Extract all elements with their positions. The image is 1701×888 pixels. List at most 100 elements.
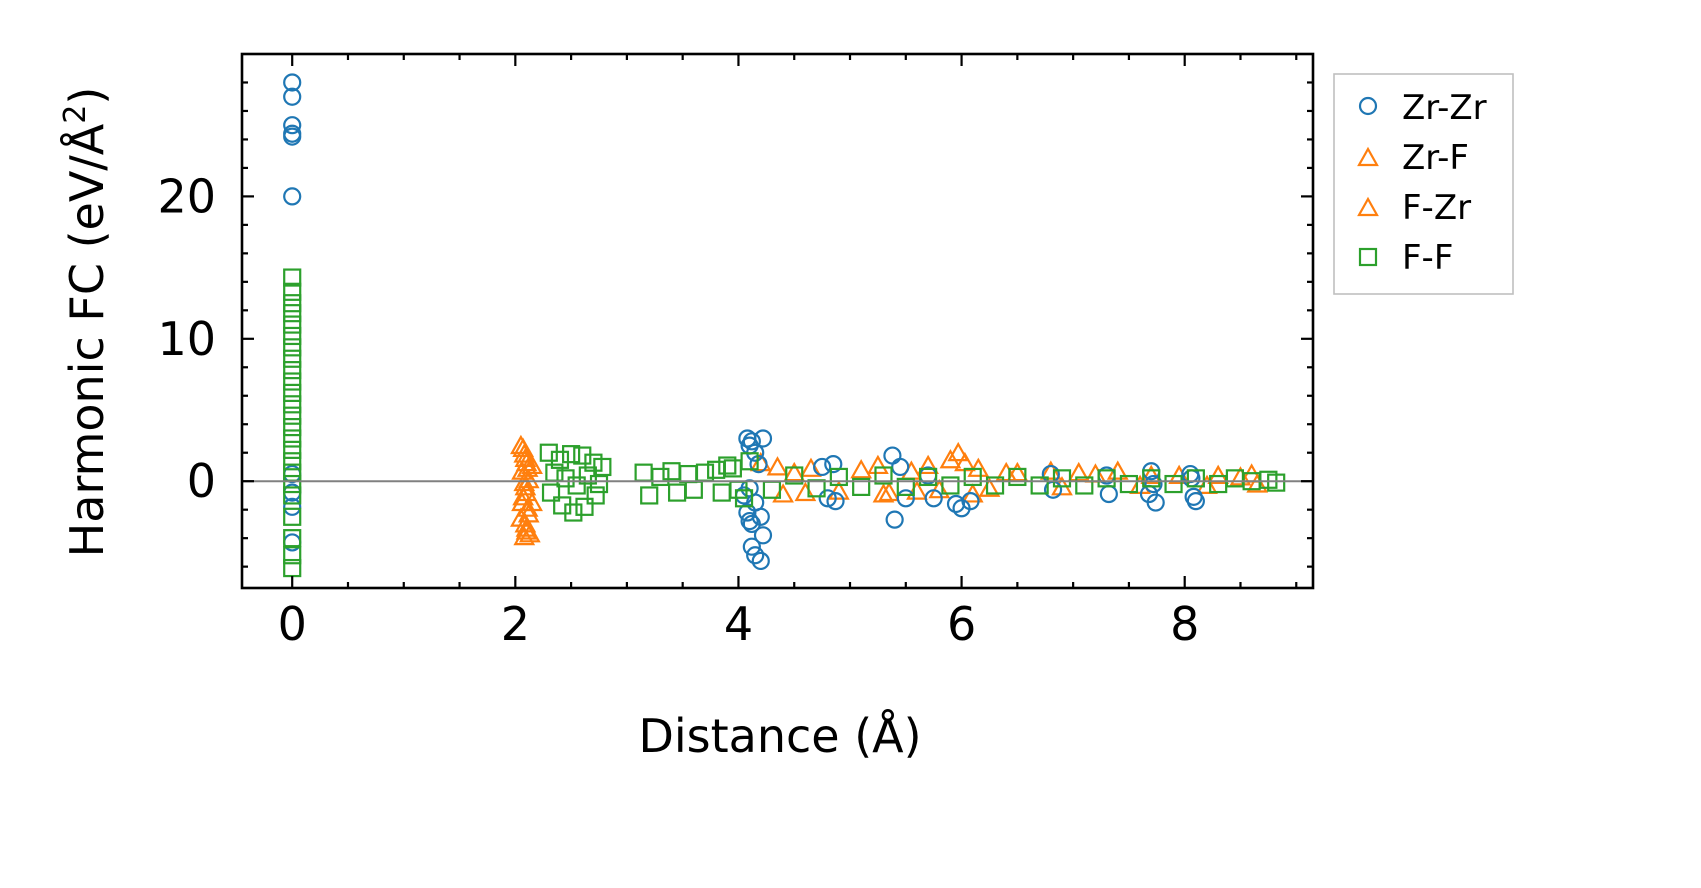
- data-point-square: [283, 486, 302, 505]
- data-point-square: [283, 417, 302, 437]
- data-point-square: [562, 445, 581, 464]
- legend-item-f-f: F-F: [1358, 238, 1453, 278]
- data-point-triangle: [772, 483, 794, 503]
- y-axis-label-close: ): [60, 87, 114, 105]
- data-point-square: [283, 429, 302, 448]
- data-point-square: [283, 406, 302, 425]
- data-point-square: [283, 395, 302, 414]
- data-point-square: [1008, 467, 1027, 487]
- data-point-square: [829, 467, 848, 487]
- data-point-square: [1075, 476, 1094, 495]
- data-point-square: [896, 477, 915, 496]
- data-point-circle: [751, 507, 770, 526]
- legend-item-f-zr: F-Zr: [1357, 188, 1471, 228]
- data-point-square: [283, 440, 302, 459]
- legend-label-f-f: F-F: [1402, 238, 1453, 278]
- data-point-square: [1186, 469, 1205, 488]
- data-point-circle: [924, 489, 943, 508]
- data-point-square: [919, 467, 938, 487]
- data-point-circle: [961, 492, 980, 511]
- data-point-triangle: [794, 481, 817, 502]
- data-point-square: [740, 452, 759, 471]
- data-point-circle: [742, 537, 761, 556]
- x-tick-label: 0: [278, 597, 307, 651]
- legend-marker-triangle-icon: [1357, 146, 1379, 167]
- data-point-circle: [283, 73, 302, 92]
- series-f-f: [283, 268, 1286, 578]
- data-point-square: [941, 476, 960, 495]
- data-point-triangle: [1229, 466, 1252, 486]
- y-tick-label: 0: [187, 454, 216, 508]
- x-tick-label: 6: [947, 597, 976, 651]
- data-point-square: [1097, 469, 1116, 488]
- legend-label-f-zr: F-Zr: [1402, 188, 1471, 228]
- x-tick-label: 8: [1170, 597, 1199, 651]
- data-point-square: [586, 486, 605, 505]
- data-point-triangle: [513, 443, 536, 463]
- data-point-triangle: [1067, 461, 1090, 482]
- data-point-circle: [751, 551, 770, 571]
- data-point-circle: [818, 489, 837, 508]
- data-point-triangle: [783, 461, 806, 482]
- y-tick-label: 20: [157, 169, 216, 223]
- data-point-square: [283, 349, 302, 368]
- data-point-triangle: [947, 441, 970, 462]
- plot-area: [242, 54, 1313, 588]
- data-point-circle: [283, 127, 302, 146]
- data-point-circle: [753, 429, 773, 448]
- data-point-square: [1142, 469, 1161, 488]
- data-point-circle: [742, 432, 761, 451]
- data-point-triangle: [967, 457, 990, 477]
- legend-label-zr-zr: Zr-Zr: [1402, 88, 1487, 128]
- data-point-circle: [753, 526, 773, 545]
- data-point-square: [1052, 469, 1072, 488]
- data-point-square: [651, 467, 670, 487]
- data-point-square: [734, 489, 754, 508]
- data-point-triangle: [516, 457, 539, 477]
- data-point-triangle: [515, 520, 538, 540]
- data-point-circle: [746, 546, 765, 565]
- data-point-square: [283, 361, 302, 380]
- plot-frame: [240, 52, 1315, 590]
- data-point-triangle: [928, 478, 951, 499]
- y-axis-label-main: Harmonic FC (eV/Å: [60, 123, 114, 557]
- data-point-circle: [885, 510, 904, 529]
- data-point-square: [283, 268, 302, 287]
- data-point-triangle: [878, 481, 900, 502]
- data-point-triangle: [518, 523, 541, 543]
- data-point-circle: [826, 492, 845, 511]
- legend-item-zr-f: Zr-F: [1357, 138, 1469, 178]
- data-point-circle: [896, 489, 915, 508]
- data-point-triangle: [1140, 464, 1163, 485]
- legend-marker-circle-icon: [1358, 96, 1378, 116]
- data-point-triangle: [872, 483, 895, 503]
- data-point-square: [283, 452, 302, 471]
- data-point-circle: [824, 455, 843, 474]
- data-point-square: [283, 372, 302, 391]
- data-point-square: [852, 477, 871, 496]
- legend-frame: [1333, 73, 1514, 295]
- data-point-triangle: [995, 461, 1018, 482]
- data-point-triangle: [850, 458, 873, 479]
- x-tick-label: 2: [501, 597, 530, 651]
- x-tick-label: 4: [724, 597, 753, 651]
- data-point-triangle: [867, 454, 889, 475]
- data-point-circle: [283, 116, 302, 135]
- data-point-triangle: [917, 454, 939, 475]
- legend: Zr-Zr Zr-F F-Zr F-F: [1333, 73, 1514, 295]
- data-point-square: [283, 304, 302, 323]
- data-point-square: [718, 456, 737, 475]
- data-point-square: [283, 282, 302, 301]
- data-point-triangle: [800, 457, 822, 477]
- data-point-square: [283, 326, 302, 346]
- data-point-square: [1164, 474, 1183, 494]
- data-point-triangle: [978, 477, 1001, 497]
- data-point-triangle: [1246, 473, 1269, 493]
- data-point-square: [550, 450, 570, 469]
- data-point-triangle: [1196, 474, 1218, 494]
- data-point-square: [283, 546, 302, 565]
- data-point-square: [985, 476, 1005, 495]
- data-point-square: [283, 383, 302, 403]
